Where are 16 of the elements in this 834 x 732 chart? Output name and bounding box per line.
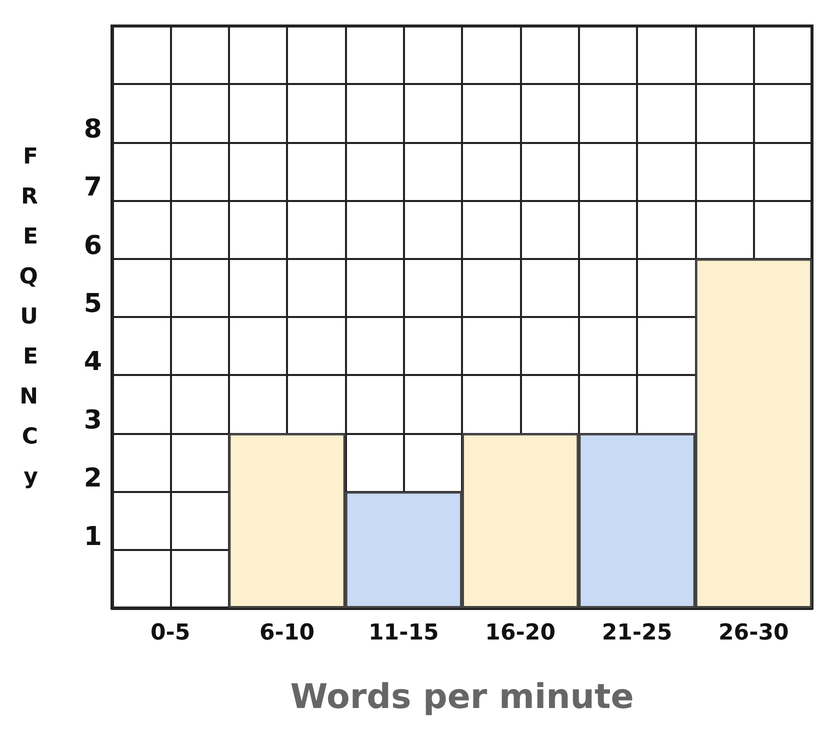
y-tick-label: 1 <box>84 522 102 552</box>
y-tick-label: 4 <box>84 347 102 378</box>
y-tick-label: 5 <box>84 289 102 319</box>
y-tick-label: 6 <box>84 230 102 261</box>
y-tick-label: 7 <box>84 172 102 203</box>
x-tick-label: 26-30 <box>718 620 789 646</box>
x-tick-label: 6-10 <box>259 620 315 646</box>
x-tick-label: 11-15 <box>368 620 439 646</box>
x-tick-label: 0-5 <box>150 620 190 646</box>
x-axis-title: Words per minute <box>290 677 634 717</box>
text: FREQUENCy <box>19 144 38 490</box>
x-tick-label: 21-25 <box>602 620 672 646</box>
y-tick-label: 8 <box>84 114 102 144</box>
y-tick-label: 3 <box>84 405 102 436</box>
x-tick-label: 16-20 <box>485 620 556 646</box>
y-tick-label: 2 <box>84 464 102 494</box>
